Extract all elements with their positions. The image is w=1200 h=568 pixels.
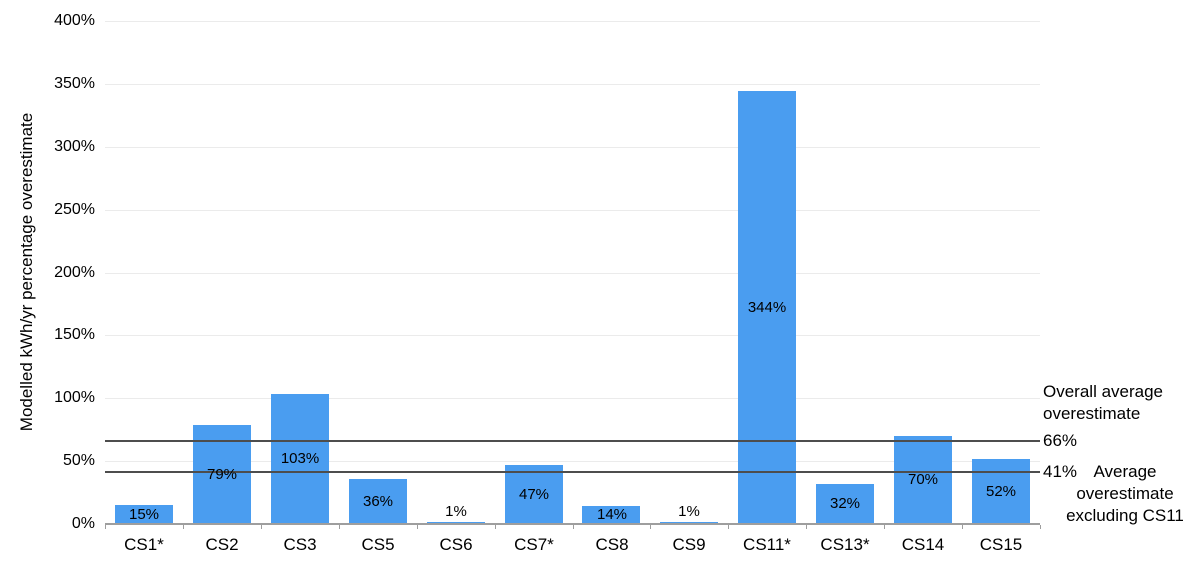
- bar-value-label: 47%: [518, 486, 550, 503]
- annotation-average-excluding-cs11: Average overestimate excluding CS11: [1066, 462, 1184, 525]
- gridline: [105, 461, 1040, 462]
- y-tick-label: 400%: [54, 12, 95, 29]
- x-axis-label: CS3: [283, 535, 317, 554]
- bar-value-label: 36%: [362, 493, 394, 510]
- bar-value-label: 52%: [985, 483, 1017, 500]
- bar-value-label: 79%: [206, 466, 238, 483]
- x-axis-label: CS13*: [820, 535, 870, 554]
- y-tick-label: 300%: [54, 138, 95, 155]
- annotation-overall-average-overestimate: Overall average overestimate: [1043, 382, 1164, 423]
- bar-CS11: [738, 91, 796, 524]
- x-axis-tickmark: [183, 525, 184, 529]
- x-axis-tickmark: [105, 525, 106, 529]
- x-axis-label: CS11*: [743, 535, 791, 554]
- bar-value-label: 1%: [678, 503, 700, 520]
- x-axis-tickmark: [650, 525, 651, 529]
- x-axis-label: CS2: [205, 535, 239, 554]
- x-axis-label: CS6: [439, 535, 473, 554]
- x-axis-tickmark: [884, 525, 885, 529]
- x-axis-label: CS15: [979, 535, 1023, 554]
- x-axis-tickmark: [495, 525, 496, 529]
- x-axis-tickmark: [339, 525, 340, 529]
- x-axis-label: CS8: [595, 535, 629, 554]
- x-axis-label: CS1*: [124, 535, 164, 554]
- bar-value-label: 14%: [596, 506, 628, 523]
- gridline: [105, 210, 1040, 211]
- y-tick-label: 100%: [54, 389, 95, 406]
- bar-value-label: 1%: [445, 503, 467, 520]
- bar-CS7: [505, 465, 563, 524]
- reference-value-label-41: 41%: [1043, 462, 1078, 481]
- gridline: [105, 84, 1040, 85]
- bar-value-label: 32%: [829, 495, 861, 512]
- reference-line-41: [105, 471, 1040, 473]
- y-tick-label: 250%: [54, 201, 95, 218]
- x-axis-tickmark: [728, 525, 729, 529]
- bar-value-label: 70%: [907, 471, 939, 488]
- bar-value-label: 103%: [280, 450, 320, 467]
- bar-CS15: [972, 459, 1030, 524]
- x-axis-line: [105, 523, 1040, 525]
- y-tick-label: 50%: [62, 452, 95, 469]
- bar-value-label: 344%: [747, 299, 787, 316]
- gridline: [105, 398, 1040, 399]
- bar-value-label: 15%: [128, 506, 160, 523]
- x-axis-tickmark: [261, 525, 262, 529]
- x-axis-label: CS9: [672, 535, 706, 554]
- x-axis-tickmark: [806, 525, 807, 529]
- bar-CS1: [115, 505, 173, 524]
- x-axis-label: CS14: [901, 535, 945, 554]
- x-axis-label: CS7*: [514, 535, 554, 554]
- y-tick-label: 0%: [71, 515, 95, 532]
- gridline: [105, 147, 1040, 148]
- reference-line-66: [105, 440, 1040, 442]
- bar-CS5: [349, 479, 407, 524]
- bar-CS13: [816, 484, 874, 524]
- reference-value-label-66: 66%: [1043, 431, 1078, 450]
- x-axis-label: CS5: [361, 535, 395, 554]
- gridline: [105, 335, 1040, 336]
- plot-area: 15% 79% 103% 36% 1% 47% 14% 1% 344% 32% 70% 52%: [105, 21, 1041, 529]
- bar-CS8: [582, 506, 640, 524]
- gridline: [105, 273, 1040, 274]
- bar-CS14: [894, 436, 952, 524]
- gridline: [105, 21, 1040, 22]
- y-tick-label: 350%: [54, 75, 95, 92]
- x-axis-tickmark: [573, 525, 574, 529]
- x-axis-tickmark: [1040, 525, 1041, 529]
- y-tick-label: 150%: [54, 326, 95, 343]
- bar-CS3: [271, 394, 329, 524]
- x-axis-tickmark: [962, 525, 963, 529]
- x-axis-tickmark: [417, 525, 418, 529]
- y-tick-label: 200%: [54, 264, 95, 281]
